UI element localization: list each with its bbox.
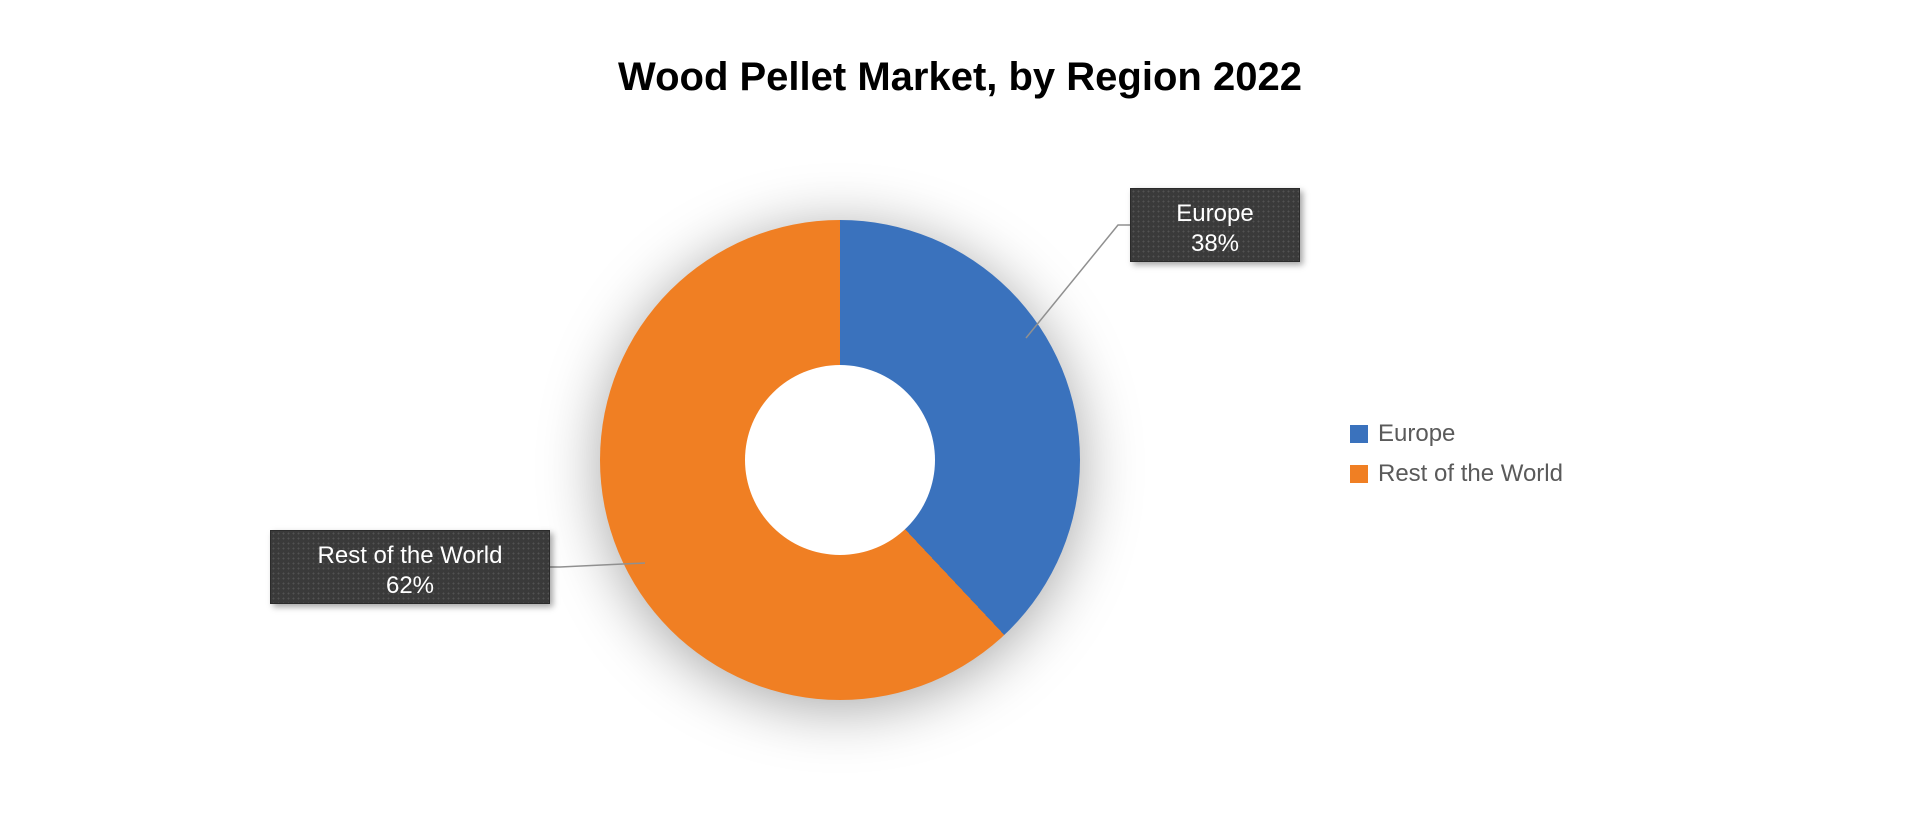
chart-title: Wood Pellet Market, by Region 2022: [0, 55, 1920, 100]
callout-row-pct: 62%: [289, 571, 531, 601]
legend-item-europe: Europe: [1350, 420, 1563, 448]
donut-hole: [745, 365, 935, 555]
legend-item-row: Rest of the World: [1350, 460, 1563, 488]
callout-europe-pct: 38%: [1149, 229, 1281, 259]
donut-chart: [600, 220, 1080, 700]
callout-row: Rest of the World 62%: [270, 530, 550, 604]
legend-swatch-row: [1350, 465, 1368, 483]
legend-label-europe: Europe: [1378, 420, 1455, 448]
legend: Europe Rest of the World: [1350, 420, 1563, 500]
callout-row-label: Rest of the World: [318, 542, 503, 569]
callout-europe: Europe 38%: [1130, 188, 1300, 262]
leader-europe: [1026, 225, 1130, 338]
legend-label-row: Rest of the World: [1378, 460, 1563, 488]
legend-swatch-europe: [1350, 425, 1368, 443]
callout-europe-label: Europe: [1176, 200, 1253, 227]
